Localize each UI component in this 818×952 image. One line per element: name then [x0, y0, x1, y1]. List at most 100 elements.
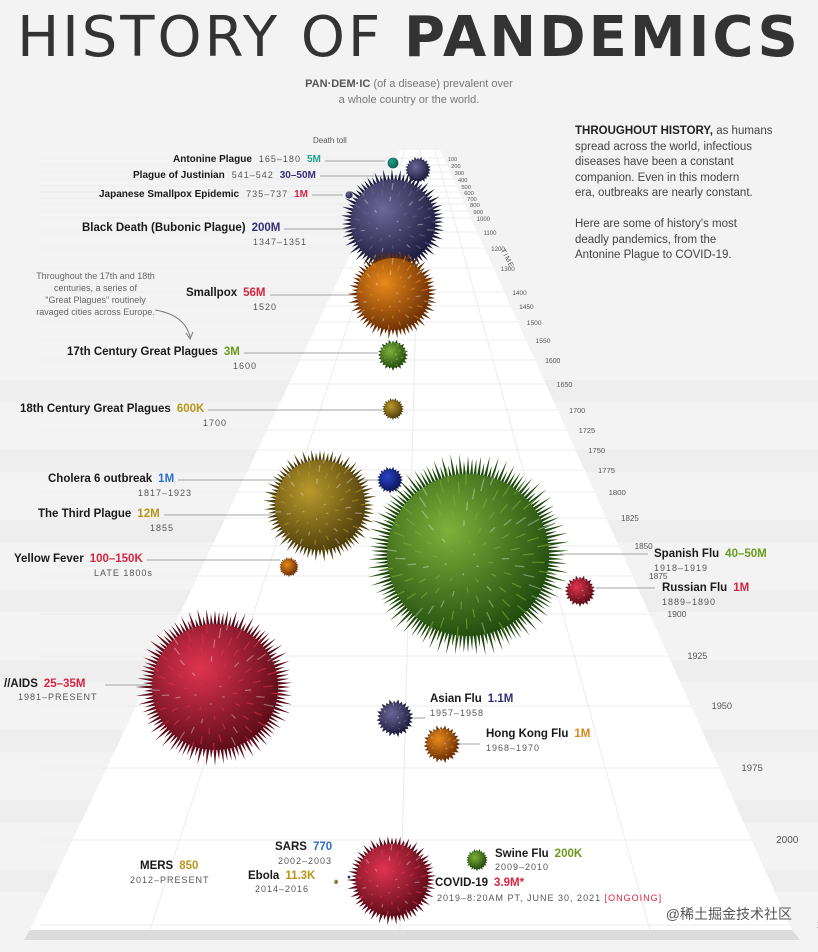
bubble-texture: [308, 531, 311, 536]
bubble-texture: [401, 871, 405, 875]
tick-label: 1400: [512, 290, 527, 297]
bubble-texture: [173, 719, 180, 726]
bubble-ebola: [334, 880, 338, 884]
bubble-texture: [537, 523, 552, 531]
bubble-core: [152, 624, 278, 750]
label-name: The Third Plague: [38, 508, 132, 520]
bubble-texture: [445, 753, 448, 756]
label-swine-flu: Swine Flu 200K: [495, 848, 582, 860]
bubble-texture: [227, 637, 233, 647]
bubble-texture: [394, 353, 397, 356]
bubble-texture: [456, 626, 459, 639]
bubble-texture: [395, 878, 398, 881]
bubble-texture: [441, 538, 446, 543]
bubble-texture: [450, 550, 453, 553]
bubble-texture: [375, 282, 379, 286]
label-name: Spanish Flu: [654, 548, 720, 560]
bubble-texture: [238, 679, 244, 683]
bubble-texture: [538, 570, 553, 574]
bubble-core: [468, 851, 486, 869]
label-dates-17th-century-great-plagues: 1600: [233, 361, 257, 371]
label-dates-russian-flu: 1889–1890: [662, 597, 716, 607]
label-death-toll: 600K: [176, 403, 205, 415]
bubble-texture: [418, 496, 427, 508]
bubble-texture: [306, 501, 310, 504]
bubble-texture: [440, 600, 445, 608]
bubble-texture: [221, 723, 226, 730]
bubble-texture: [190, 741, 195, 752]
bubble-texture: [244, 736, 252, 745]
bubble-texture: [531, 595, 545, 603]
label-dates-18th-century-great-plagues: 1700: [203, 418, 227, 428]
bubble-texture: [457, 481, 460, 494]
bubble-texture: [441, 736, 445, 740]
bubble-texture: [515, 533, 526, 539]
label-hong-kong-flu: Hong Kong Flu 1M: [486, 728, 590, 740]
bubble-texture: [389, 356, 392, 358]
bubble-texture: [405, 314, 410, 318]
bubble-texture: [227, 675, 232, 680]
bubble-texture: [451, 730, 455, 735]
label-dates: 1889–1890: [662, 597, 717, 607]
intro-line5: era, outbreaks are nearly constant.: [575, 187, 753, 199]
bubble-texture: [381, 850, 384, 856]
note-line4: ravaged cities across Europe.: [36, 307, 155, 317]
bubble-texture: [357, 238, 363, 242]
label-name: Antonine Plague: [173, 154, 252, 165]
bubble-texture: [351, 499, 359, 502]
bubble-texture: [183, 687, 188, 690]
bubble-texture: [232, 726, 239, 734]
bubble-texture: [186, 704, 191, 708]
bubble-texture: [451, 590, 455, 597]
bubble-texture: [336, 483, 341, 489]
label-dates-hiv-aids: 1981–PRESENT: [18, 692, 98, 702]
bubble-texture: [284, 532, 291, 538]
bubble-texture: [396, 851, 400, 857]
bubble-texture: [356, 876, 362, 879]
bubble-texture: [244, 668, 252, 673]
bubble-texture: [418, 578, 427, 583]
bubble-core: [356, 844, 428, 916]
bubble-texture: [406, 518, 416, 526]
bubble-texture: [218, 734, 222, 742]
bubble-texture: [215, 673, 218, 677]
label-covid-19: COVID-19 3.9M*: [435, 877, 524, 889]
bubble-texture: [394, 710, 398, 714]
bubble-texture: [391, 573, 403, 578]
bubble-texture: [416, 305, 423, 308]
bubble-texture: [372, 262, 376, 269]
bubble-texture: [379, 238, 383, 242]
bubble-texture: [404, 577, 414, 582]
bubble-texture: [369, 901, 374, 906]
bubble-texture: [190, 726, 195, 734]
bubble-texture: [289, 494, 294, 498]
bubble-texture: [402, 256, 407, 264]
bubble-texture: [271, 495, 279, 499]
bubble-texture: [339, 498, 345, 501]
bubble-texture: [360, 309, 366, 313]
bubble-texture: [367, 221, 371, 224]
label-death-toll: 3M: [223, 346, 240, 358]
bubble-texture: [435, 575, 441, 579]
bubble-texture: [230, 737, 236, 746]
label-dates-mers: 2012–PRESENT: [130, 875, 210, 885]
bubble-texture: [490, 573, 497, 577]
bubble-core: [379, 702, 411, 734]
bubble-texture: [468, 540, 471, 544]
label-name: //AIDS: [4, 678, 38, 690]
bubble-texture: [482, 542, 487, 547]
bubble-texture: [528, 584, 541, 590]
bubble-texture: [406, 860, 411, 866]
bubble-texture: [406, 244, 411, 249]
label-dates: 1520: [253, 302, 278, 312]
bubble-texture: [424, 278, 432, 284]
bubble-core: [407, 159, 429, 181]
bubble-texture: [441, 757, 444, 760]
bubble-hong-kong-flu: [423, 725, 461, 764]
bubble-texture: [492, 489, 499, 502]
bubble-texture: [407, 274, 412, 280]
watermark: @稀土掘金技术社区: [665, 906, 792, 922]
bubble-texture: [427, 205, 435, 211]
bubble-texture: [390, 901, 393, 905]
tick-label: 200: [451, 164, 460, 170]
